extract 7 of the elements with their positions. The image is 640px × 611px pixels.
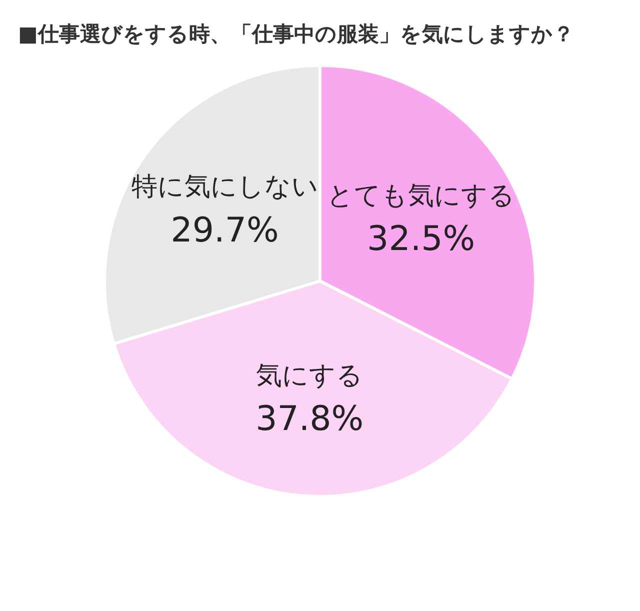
slice-label: 特に気にしない [131, 172, 318, 202]
data-label: 29.7% [170, 210, 279, 250]
slice-label: 気にする [256, 360, 364, 391]
data-label: 32.5% [367, 218, 476, 259]
slice-label: とても気にする [327, 180, 516, 211]
chart-title: ■仕事選びをする時、「仕事中の服装」を気にしますか？ [17, 21, 575, 48]
data-label: 37.8% [256, 398, 364, 439]
